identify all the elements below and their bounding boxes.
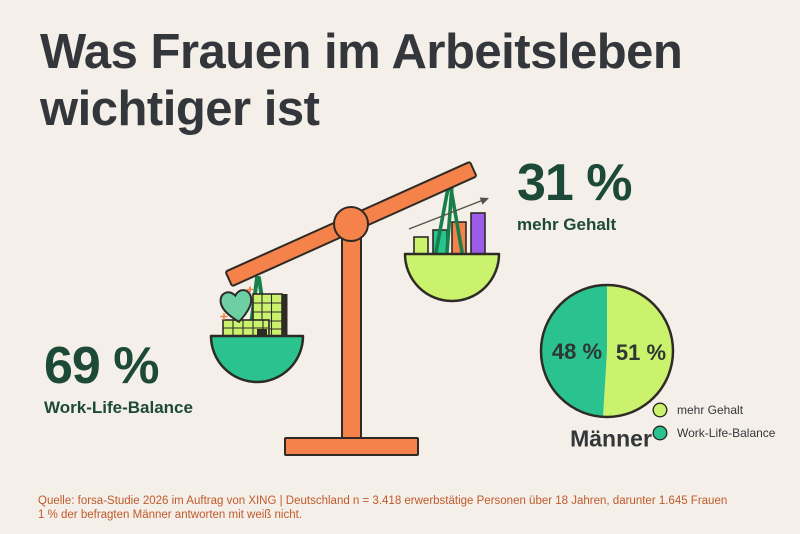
pie-value-work-life-balance: 48 %: [551, 339, 603, 364]
legend-item-mehr-gehalt: mehr Gehalt: [652, 402, 775, 418]
stat-mehr-gehalt: 31 % mehr Gehalt: [517, 154, 633, 235]
sparkle-icon: [220, 286, 254, 321]
legend-swatch-mehr-gehalt-icon: [652, 402, 668, 418]
men-pie-chart: [539, 283, 675, 419]
right-pan-bowl: [403, 252, 501, 303]
pie-title-maenner: Männer: [570, 425, 652, 452]
heart-icon: [219, 289, 253, 324]
scale-pivot: [333, 206, 369, 242]
pie-slice-mehr-gehalt: [603, 285, 673, 417]
scale-post: [341, 223, 362, 443]
scale-base: [284, 437, 419, 456]
legend-swatch-work-life-balance-icon: [652, 425, 668, 441]
pie-value-mehr-gehalt: 51 %: [615, 340, 667, 365]
legend-item-work-life-balance: Work-Life-Balance: [652, 425, 775, 441]
stat-mehr-gehalt-label: mehr Gehalt: [517, 215, 617, 234]
calendar-icon: [222, 293, 288, 337]
left-pan-bowl: [209, 334, 305, 384]
pie-outline: [539, 283, 675, 419]
stat-mehr-gehalt-value: 31 %: [517, 154, 633, 212]
stat-work-life-balance-value: 69 %: [44, 337, 160, 395]
legend-label-work-life-balance: Work-Life-Balance: [677, 426, 776, 440]
pie-slice-work-life-balance: [540, 284, 607, 417]
source-note: Quelle: forsa-Studie 2026 im Auftrag von…: [38, 494, 783, 522]
source-note-line1: Quelle: forsa-Studie 2026 im Auftrag von…: [38, 495, 728, 507]
legend-label-mehr-gehalt: mehr Gehalt: [677, 403, 744, 417]
page-title: Was Frauen im Arbeitsleben wichtiger ist: [40, 25, 683, 137]
right-pan-strap-icon: [434, 181, 464, 254]
stat-work-life-balance: 69 % Work-Life-Balance: [44, 340, 193, 418]
stat-work-life-balance-label: Work-Life-Balance: [44, 398, 193, 417]
source-note-line2: 1 % der befragten Männer antworten mit w…: [38, 509, 302, 521]
growth-arrow-icon: [408, 197, 489, 230]
pie-legend: mehr Gehalt Work-Life-Balance: [652, 402, 775, 441]
